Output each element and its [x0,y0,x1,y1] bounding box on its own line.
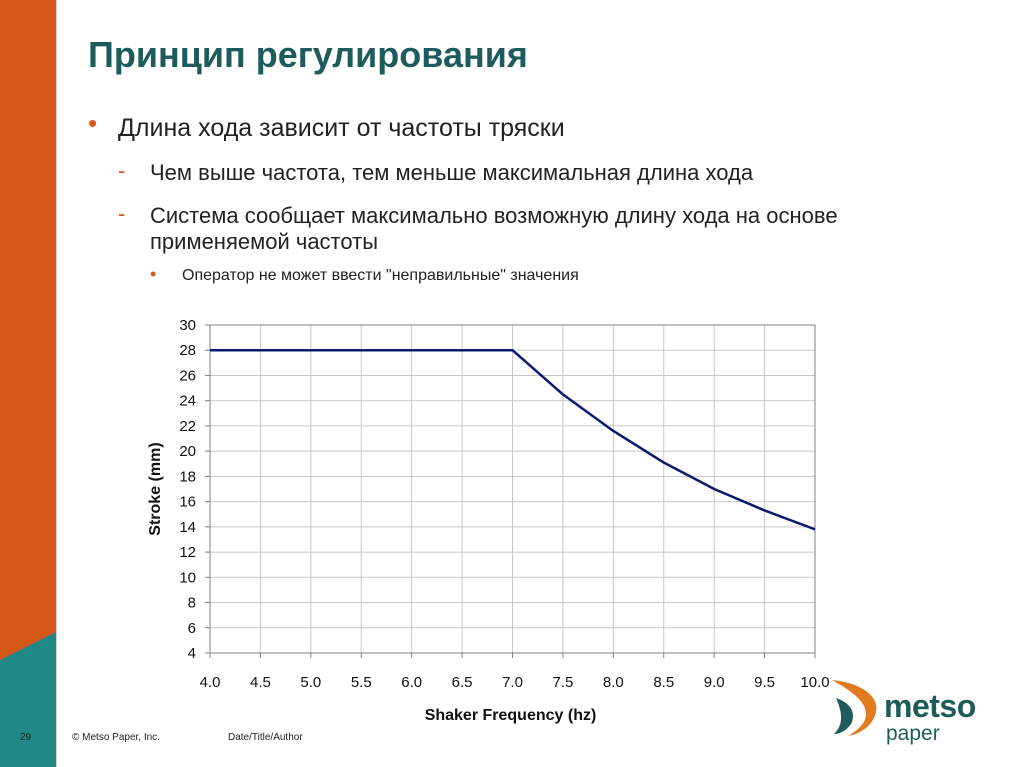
y-tick-label: 24 [179,393,196,410]
dash-marker: - [118,201,126,226]
y-tick-label: 14 [179,519,196,536]
bullet-marker: • [88,108,98,138]
x-tick-label: 7.5 [552,674,573,691]
bullet-text: Система сообщает максимально возможную д… [150,203,838,254]
sidebar-decoration [0,0,57,767]
y-axis-title: Stroke (mm) [147,442,164,535]
x-tick-label: 10.0 [800,674,829,691]
x-tick-label: 7.0 [502,674,523,691]
metso-logo: metso paper [826,672,996,752]
y-tick-label: 26 [179,367,196,384]
bullet-text: Оператор не может ввести "неправильные" … [182,267,579,284]
x-tick-label: 4.5 [250,674,271,691]
x-axis-title: Shaker Frequency (hz) [425,707,597,724]
sidebar-divider [56,0,57,767]
x-tick-label: 5.0 [300,674,321,691]
x-tick-label: 6.5 [452,674,473,691]
x-tick-label: 8.5 [653,674,674,691]
dash-marker: - [118,158,126,183]
x-tick-label: 8.0 [603,674,624,691]
y-tick-label: 10 [179,569,196,586]
x-tick-label: 4.0 [200,674,221,691]
y-tick-label: 18 [179,468,196,485]
page-number: 29 [20,732,32,743]
y-tick-label: 4 [188,645,196,662]
y-tick-label: 8 [188,595,196,612]
slide-title: Принцип регулирования [88,34,528,75]
y-tick-label: 30 [179,317,196,334]
logo-brand: metso [884,688,976,724]
bullet-marker: • [150,264,157,284]
bullet-text: Длина хода зависит от частоты тряски [118,114,565,142]
y-tick-label: 28 [179,342,196,359]
y-tick-label: 12 [179,544,196,561]
y-tick-label: 22 [179,418,196,435]
date-title-author: Date/Title/Author [228,732,303,743]
y-tick-label: 16 [179,494,196,511]
logo-subtitle: paper [886,722,940,745]
x-tick-label: 9.0 [704,674,725,691]
y-tick-label: 6 [188,620,196,637]
x-tick-label: 6.0 [401,674,422,691]
y-tick-label: 20 [179,443,196,460]
x-tick-label: 5.5 [351,674,372,691]
metso-swirl-icon [832,680,877,736]
x-tick-label: 9.5 [754,674,775,691]
series-line [210,348,816,531]
copyright-text: © Metso Paper, Inc. [72,732,160,743]
bullet-text: Чем выше частота, тем меньше максимальна… [150,160,754,185]
